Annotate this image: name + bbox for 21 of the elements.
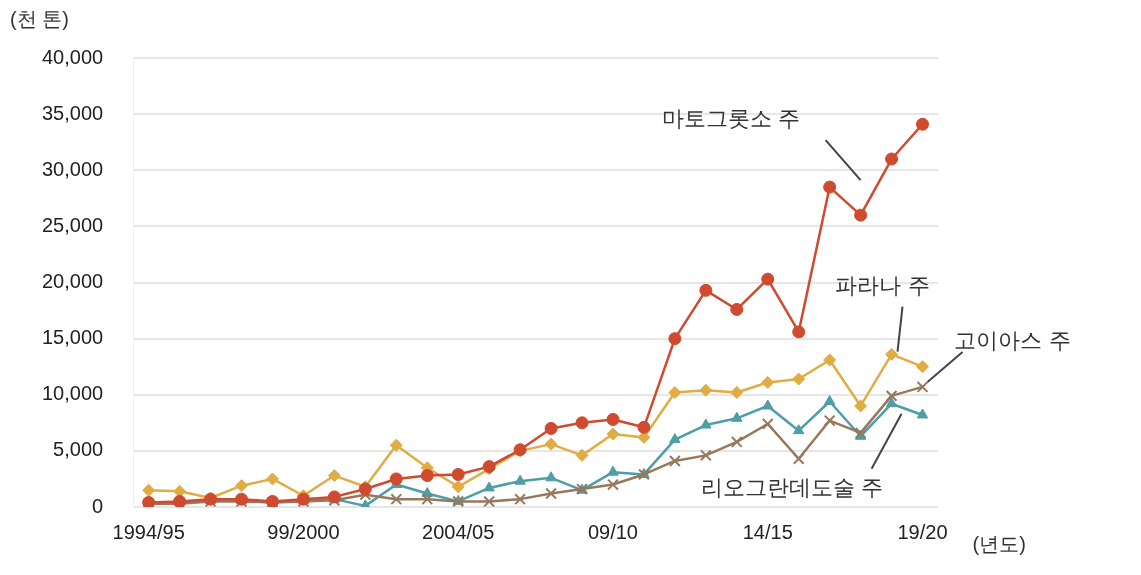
y-tick-label: 15,000 [42,326,104,349]
y-tick-label: 30,000 [42,157,104,180]
y-tick-label: 25,000 [42,213,104,236]
y-tick-label: 35,000 [42,101,104,124]
x-axis-title: (년도) [972,532,1026,555]
x-tick-label: 1994/95 [112,520,185,543]
x-tick-label: 99/2000 [267,520,340,543]
text: 파라나 주 [835,272,930,298]
y-axis-title: (천 톤) [10,7,69,30]
series-label: 리오그란데도술 주 [700,474,883,500]
series-label: 고이아스 주 [954,327,1071,353]
y-tick-label: 5,000 [53,438,104,461]
x-tick-label: 2004/05 [422,520,495,543]
text: 마토그롯소 주 [661,106,800,132]
y-tick-label: 20,000 [42,270,104,293]
y-tick-label: 0 [92,494,104,517]
x-tick-label: 09/10 [587,520,638,543]
y-tick-label: 40,000 [42,45,104,68]
x-tick-label: 14/15 [742,520,793,543]
y-tick-label: 10,000 [42,382,104,405]
x-tick-label: 19/20 [897,520,948,543]
